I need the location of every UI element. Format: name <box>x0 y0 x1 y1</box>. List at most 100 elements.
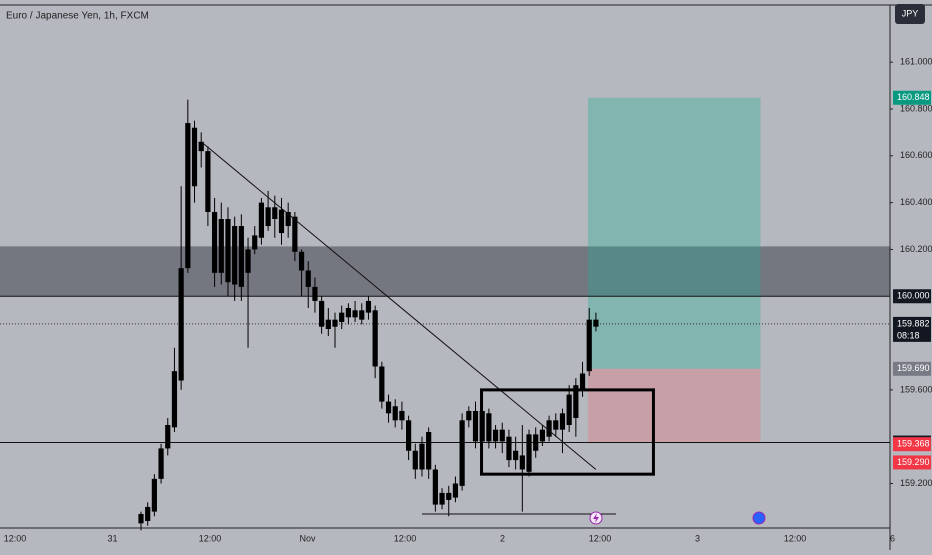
candle-body <box>566 394 572 426</box>
candle-body <box>452 483 459 498</box>
candle-body <box>546 420 552 437</box>
countdown: 08:18 <box>897 330 920 340</box>
candle-body <box>285 211 291 227</box>
stop-zone <box>587 368 761 443</box>
candle-body <box>426 432 432 470</box>
x-tick-label: 12:00 <box>784 533 807 543</box>
x-tick-label: 31 <box>107 533 117 543</box>
candle-body <box>553 420 559 430</box>
candle-body <box>205 151 211 212</box>
price-label: 160.848 <box>897 92 930 102</box>
candle-body <box>345 307 351 318</box>
candle-body <box>298 251 305 271</box>
candle-body <box>332 319 338 327</box>
candle-body <box>305 270 311 287</box>
y-tick-label: 159.200 <box>900 478 932 488</box>
candle-body <box>472 410 479 442</box>
candle-body <box>573 385 579 418</box>
candle-body <box>365 300 372 313</box>
candle-body <box>218 219 224 273</box>
candle-body <box>593 319 599 327</box>
candle-body <box>486 413 492 442</box>
candle-body <box>292 216 298 252</box>
candle-body <box>533 434 539 451</box>
candle-body <box>312 286 318 301</box>
candle-body <box>406 420 412 451</box>
candle-body <box>399 410 405 421</box>
candle-body <box>439 492 445 505</box>
candle-body <box>225 219 231 283</box>
y-tick-label: 159.600 <box>900 384 932 394</box>
candle-body <box>432 469 438 505</box>
price-label-box <box>893 455 931 470</box>
target-zone <box>587 97 761 369</box>
trendline <box>200 141 597 470</box>
zone <box>0 246 890 297</box>
price-label: 159.290 <box>897 457 930 467</box>
candle-body <box>265 207 271 227</box>
candle-body <box>319 300 325 327</box>
currency-label[interactable]: JPY <box>902 8 919 18</box>
candle-body <box>446 492 452 500</box>
event-icon[interactable] <box>752 511 766 525</box>
x-tick-label: 12:00 <box>589 533 612 543</box>
candle-body <box>232 226 238 285</box>
candle-body <box>466 410 472 421</box>
x-tick-label: 2 <box>500 533 505 543</box>
price-label: 159.882 <box>897 318 930 328</box>
price-label-box <box>893 437 931 452</box>
candle-body <box>151 478 157 512</box>
currency-button[interactable] <box>895 4 925 24</box>
candle-body <box>258 202 265 238</box>
price-label-box <box>893 90 931 105</box>
candle-body <box>339 312 345 323</box>
y-tick-label: 161.000 <box>900 57 932 67</box>
candle-body <box>559 413 566 430</box>
price-label: 160.000 <box>897 291 930 301</box>
candle-body <box>158 448 164 479</box>
candle-body <box>191 127 198 187</box>
y-tick-label: 160.400 <box>900 197 932 207</box>
candle-body <box>506 436 512 461</box>
y-tick-label: 160.200 <box>900 244 932 254</box>
candle-body <box>252 235 258 250</box>
candle-body <box>171 371 178 428</box>
candle-body <box>539 429 545 442</box>
x-tick-label: Nov <box>299 533 316 543</box>
lightning-icon <box>593 513 599 523</box>
range-box <box>480 388 655 476</box>
candle-body <box>145 506 151 521</box>
candle-body <box>419 443 425 470</box>
candle-body <box>579 373 586 390</box>
x-tick-label: 6 <box>890 533 895 543</box>
candle-body <box>185 123 191 269</box>
x-tick-label: 12:00 <box>199 533 222 543</box>
y-tick-label: 160.800 <box>900 103 932 113</box>
price-label-box <box>893 316 931 342</box>
candle-body <box>245 249 251 273</box>
price-label-box <box>893 289 931 304</box>
price-label: 159.690 <box>897 363 930 373</box>
candle-body <box>211 211 218 273</box>
candle-body <box>178 268 184 381</box>
candle-body <box>238 226 244 287</box>
candle-body <box>392 406 398 421</box>
candle-body <box>513 450 519 461</box>
candle-body <box>412 450 418 470</box>
candle-body <box>278 209 285 234</box>
candle-body <box>359 310 365 320</box>
candle-body <box>459 420 465 486</box>
candle-body <box>526 434 532 472</box>
candle-body <box>385 401 392 414</box>
candle-body <box>586 319 592 372</box>
y-tick-label: 160.600 <box>900 150 932 160</box>
x-tick-label: 12:00 <box>394 533 417 543</box>
candle-body <box>519 455 525 470</box>
candle-body <box>492 429 499 442</box>
candle-body <box>198 141 204 152</box>
candle-body <box>372 310 378 367</box>
candle-body <box>379 366 385 402</box>
